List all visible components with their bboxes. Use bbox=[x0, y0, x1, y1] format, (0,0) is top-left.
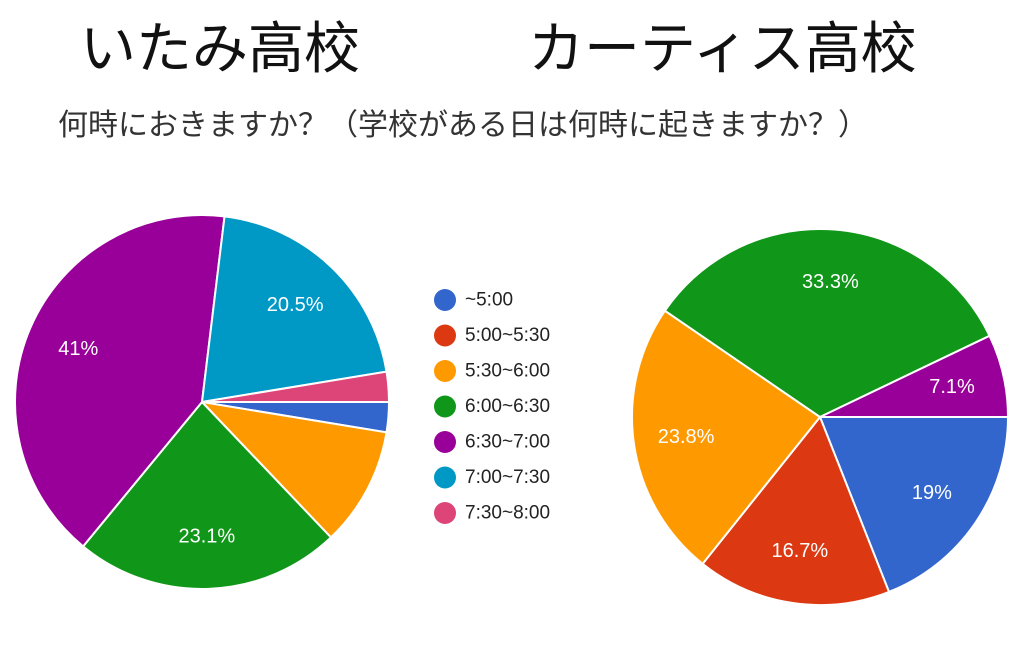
legend-swatch-2 bbox=[434, 360, 456, 382]
pie1-slice-6 bbox=[201, 370, 391, 403]
legend-swatch-0 bbox=[434, 289, 456, 311]
legend-swatch-1 bbox=[434, 324, 456, 347]
pie2-label-4: 7.1% bbox=[929, 376, 975, 398]
pie2-label-3: 33.3% bbox=[802, 271, 859, 293]
legend-label-1: 5:00~5:30 bbox=[465, 325, 550, 346]
legend-label-6: 7:30~8:00 bbox=[465, 503, 550, 524]
legend-swatch-6 bbox=[434, 502, 456, 524]
pie1-label-4: 41% bbox=[58, 338, 98, 360]
pie1-label-3: 23.1% bbox=[178, 526, 235, 548]
legend-label-4: 6:30~7:00 bbox=[465, 432, 550, 453]
pie1-slice-4 bbox=[14, 214, 226, 548]
pie2-slice-1 bbox=[701, 415, 891, 606]
pie1-slice-2 bbox=[199, 400, 388, 539]
pie1-label-5: 20.5% bbox=[267, 294, 324, 316]
pie2-label-1: 16.7% bbox=[771, 540, 828, 562]
left-chart-title: いたみ高校 bbox=[80, 17, 360, 82]
question-subtitle: 何時におきますか？（学校がある日は何時に起きますか？） bbox=[58, 108, 868, 143]
pie2-label-2: 23.8% bbox=[658, 426, 715, 448]
legend-label-5: 7:00~7:30 bbox=[465, 467, 550, 488]
pie2-slice-2 bbox=[631, 309, 822, 566]
legend-label-3: 6:00~6:30 bbox=[465, 396, 550, 417]
legend-label-2: 5:30~6:00 bbox=[465, 361, 550, 382]
legend-swatch-5 bbox=[434, 466, 456, 489]
pie2-slice-3 bbox=[663, 228, 991, 419]
legend-swatch-4 bbox=[434, 431, 456, 453]
legend-swatch-3 bbox=[434, 395, 456, 418]
legend-label-0: ~5:00 bbox=[465, 290, 513, 311]
pie2-slice-4 bbox=[819, 334, 1010, 418]
pie1-slice-3 bbox=[81, 400, 333, 590]
pie2-label-0: 19% bbox=[912, 482, 952, 504]
pie2-slice-0 bbox=[818, 416, 1010, 594]
pie1-slice-5 bbox=[200, 215, 388, 404]
right-chart-title: カーティス高校 bbox=[528, 17, 917, 82]
